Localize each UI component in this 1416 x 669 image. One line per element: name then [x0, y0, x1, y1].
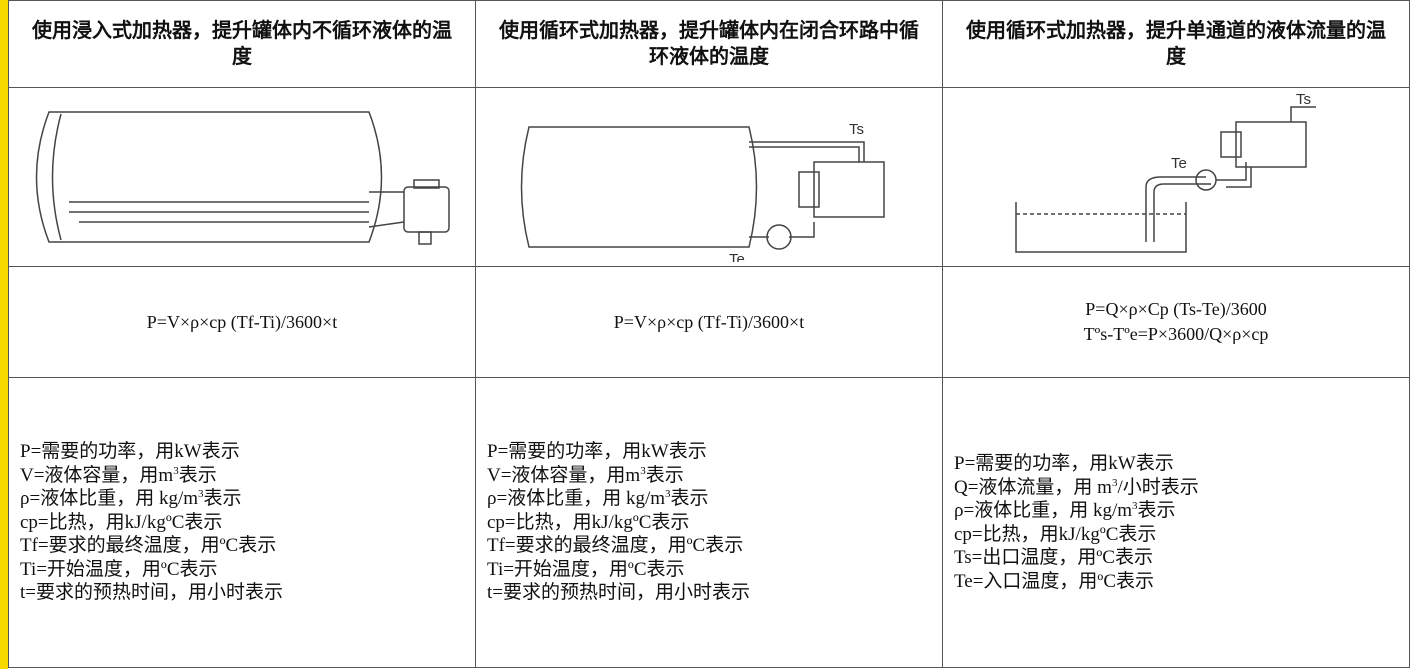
definition-text: 表示 — [178, 464, 217, 486]
definition-line: V=液体容量，用m3表示 — [487, 464, 942, 488]
formula-cell: P=V×ρ×cp (Tf-Ti)/3600×t — [475, 266, 943, 378]
definition-line: P=需要的功率，用kW表示 — [20, 441, 240, 463]
definition-line: P=需要的功率，用kW表示 — [487, 441, 707, 463]
definition-line: Q=液体流量，用 m3/小时表示 — [954, 476, 1409, 500]
header-cell: 使用循环式加热器，提升罐体内在闭合环路中循环液体的温度 — [475, 0, 943, 88]
definition-text: V=液体容量，用m — [487, 464, 641, 486]
definition-line: ρ=液体比重，用 kg/m3表示 — [954, 499, 1409, 523]
formula-line: Tºs-Tºe=P×3600/Q×ρ×cp — [1083, 324, 1269, 344]
definition-line: ρ=液体比重，用 kg/m3表示 — [20, 487, 475, 511]
definition-line: Ti=开始温度，用ºC表示 — [487, 558, 685, 580]
diagram-cell: Ts Te — [942, 87, 1410, 267]
diagram-label: Te — [1171, 155, 1187, 172]
formula-cell: P=Q×ρ×Cp (Ts-Te)/3600 Tºs-Tºe=P×3600/Q×ρ×… — [942, 266, 1410, 378]
superscript: 3 — [1132, 500, 1138, 512]
loop-diagram: Ts Te — [520, 121, 885, 262]
definition-line: Ti=开始温度，用ºC表示 — [20, 558, 218, 580]
superscript: 3 — [665, 488, 671, 501]
header-cell: 使用循环式加热器，提升单通道的液体流量的温度 — [942, 0, 1410, 88]
definition-line: Tf=要求的最终温度，用ºC表示 — [487, 535, 744, 557]
formula-cell: P=V×ρ×cp (Tf-Ti)/3600×t — [8, 266, 476, 378]
diagram-cell — [8, 87, 476, 267]
definition-text: 表示 — [670, 488, 709, 510]
definition-line: Ts=出口温度，用ºC表示 — [954, 547, 1153, 568]
definition-text: Q=液体流量，用 m — [954, 476, 1112, 498]
formula-line: P=Q×ρ×Cp (Ts-Te)/3600 — [1085, 299, 1267, 319]
definition-line: cp=比热，用kJ/kgºC表示 — [20, 511, 223, 533]
definition-line: t=要求的预热时间，用小时表示 — [487, 582, 750, 604]
definitions-cell: P=需要的功率，用kW表示 V=液体容量，用m3表示 ρ=液体比重，用 kg/m3表… — [8, 377, 476, 668]
definition-text: V=液体容量，用m — [20, 464, 174, 486]
superscript: 3 — [1111, 476, 1118, 489]
definition-line: Te=入口温度，用ºC表示 — [954, 570, 1154, 592]
immersion-diagram — [35, 111, 450, 245]
definition-text: 表示 — [203, 488, 242, 510]
definition-text: 表示 — [1137, 500, 1176, 521]
definition-line: V=液体容量，用m3表示 — [20, 464, 475, 488]
definition-line: ρ=液体比重，用 kg/m3表示 — [487, 487, 942, 511]
definition-line: P=需要的功率，用kW表示 — [954, 453, 1174, 474]
diagram-label: Ts — [849, 121, 864, 138]
definition-text: ρ=液体比重，用 kg/m — [20, 488, 199, 510]
superscript: 3 — [640, 464, 646, 477]
heater-table: 使用浸入式加热器，提升罐体内不循环液体的温度 使用循环式加热器，提升罐体内在闭合… — [8, 0, 1410, 668]
header-cell: 使用浸入式加热器，提升罐体内不循环液体的温度 — [8, 0, 476, 88]
superscript: 3 — [198, 488, 204, 501]
definition-text: ρ=液体比重，用 kg/m — [954, 500, 1133, 521]
definition-line: t=要求的预热时间，用小时表示 — [20, 582, 283, 604]
definitions-cell: P=需要的功率，用kW表示 Q=液体流量，用 m3/小时表示 ρ=液体比重，用 kg… — [942, 377, 1410, 668]
formula-line: P=V×ρ×cp (Tf-Ti)/3600×t — [146, 311, 338, 332]
diagram-cell: Ts Te — [475, 87, 943, 267]
formula-line: P=V×ρ×cp (Tf-Ti)/3600×t — [613, 311, 805, 332]
diagram-label: Te — [729, 251, 745, 262]
superscript: 3 — [173, 464, 179, 477]
definition-text: 表示 — [645, 464, 684, 486]
definition-text: /小时表示 — [1117, 476, 1199, 498]
definition-line: cp=比热，用kJ/kgºC表示 — [954, 523, 1157, 545]
definition-line: Tf=要求的最终温度，用ºC表示 — [20, 535, 277, 557]
diagram-label: Ts — [1296, 92, 1311, 108]
side-strip — [0, 0, 8, 669]
definition-text: ρ=液体比重，用 kg/m — [487, 488, 666, 510]
single-pass-diagram: Ts Te — [1015, 92, 1316, 253]
definitions-cell: P=需要的功率，用kW表示 V=液体容量，用m3表示 ρ=液体比重，用 kg/m3表… — [475, 377, 943, 668]
definition-line: cp=比热，用kJ/kgºC表示 — [487, 511, 690, 533]
